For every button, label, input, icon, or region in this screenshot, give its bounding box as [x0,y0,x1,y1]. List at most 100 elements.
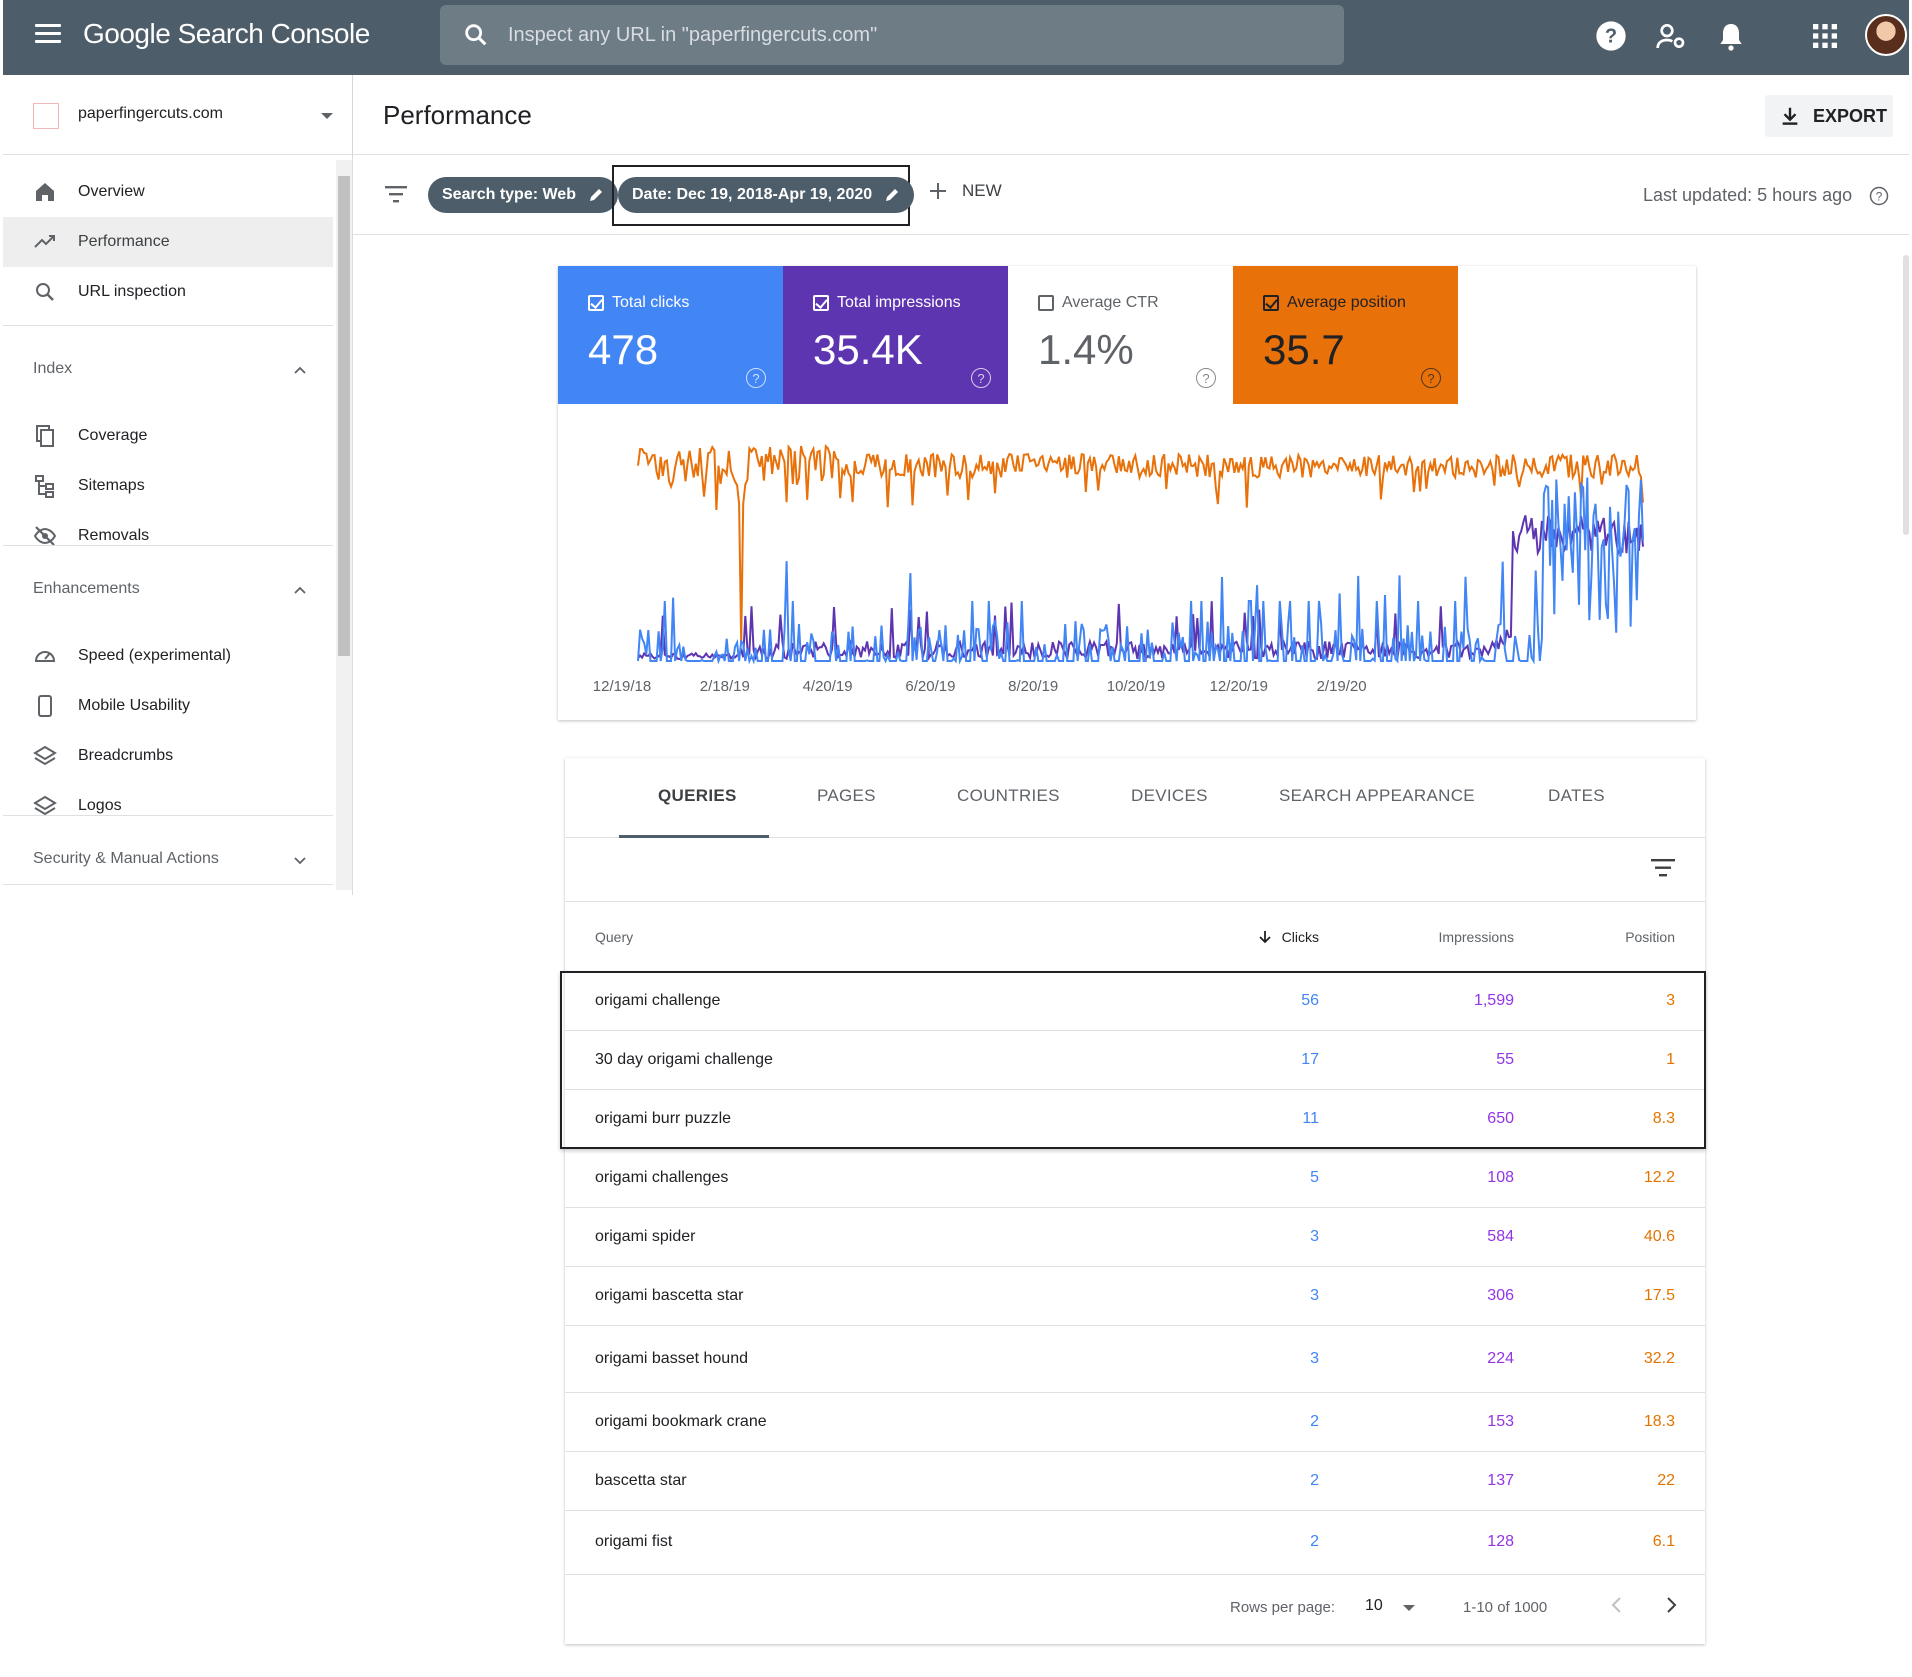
account-avatar[interactable] [1865,14,1907,56]
cell-query: origami burr puzzle [595,1110,732,1127]
sidebar-item-coverage[interactable]: Coverage [3,411,333,461]
sidebar-item-breadcrumbs[interactable]: Breadcrumbs [3,731,333,781]
sidebar-item-sitemaps[interactable]: Sitemaps [3,461,333,511]
table-row[interactable]: origami fist 2 128 6.1 [565,1510,1705,1574]
tab-devices[interactable]: DEVICES [1131,786,1208,805]
help-icon[interactable]: ? [746,368,766,388]
table-row[interactable]: origami bookmark crane 2 153 18.3 [565,1392,1705,1451]
user-settings-icon[interactable] [1655,20,1687,52]
metric-total-impressions[interactable]: Total impressions 35.4K ? [783,266,1008,404]
section-security-manual-actions[interactable]: Security & Manual Actions [3,835,333,885]
help-icon[interactable]: ? [1421,368,1441,388]
queries-table-card: QUERIES PAGES COUNTRIES DEVICES SEARCH A… [560,758,1706,1644]
file-copy-icon [36,425,54,447]
menu-icon[interactable] [35,24,61,46]
table-row[interactable]: bascetta star 2 137 22 [565,1451,1705,1510]
app-logo[interactable]: Google Search Console [83,18,370,49]
new-filter-button[interactable]: NEW [928,181,1002,201]
chevron-left-icon[interactable] [1605,1593,1629,1617]
table-row[interactable]: origami bascetta star 3 306 17.5 [565,1266,1705,1325]
notifications-icon[interactable] [1715,20,1747,52]
sidebar-item-url-inspection[interactable]: URL inspection [3,267,333,317]
help-icon[interactable]: ? [971,368,991,388]
svg-text:?: ? [1605,26,1617,48]
table-row[interactable]: origami basset hound 3 224 32.2 [565,1325,1705,1392]
chevron-down-icon[interactable] [1403,1605,1415,1611]
table-row[interactable]: origami spider 3 584 40.6 [565,1207,1705,1266]
url-inspect-search[interactable] [440,5,1344,65]
metric-value: 1.4% [1038,326,1134,373]
cell-position: 22 [1657,1472,1675,1489]
cell-clicks: 3 [1310,1287,1319,1304]
date-chip[interactable]: Date: Dec 19, 2018-Apr 19, 2020 [618,177,915,213]
section-enhancements[interactable]: Enhancements [3,565,333,615]
header-clicks[interactable]: Clicks [1258,929,1319,945]
table-row[interactable]: origami challenges 5 108 12.2 [565,1148,1705,1207]
cell-clicks: 17 [1301,1051,1319,1068]
eye-off-icon [33,526,57,546]
sidebar-item-logos[interactable]: Logos [3,781,333,831]
section-index[interactable]: Index [3,345,333,395]
scrollbar-thumb[interactable] [338,176,350,656]
help-icon[interactable]: ? [1595,20,1627,52]
chevron-down-icon [294,857,306,865]
cell-clicks: 3 [1310,1228,1319,1245]
header-query[interactable]: Query [595,929,634,945]
sidebar-item-label: Mobile Usability [78,697,191,714]
cell-impressions: 650 [1487,1110,1514,1127]
metric-total-clicks[interactable]: Total clicks 478 ? [558,266,783,404]
checkbox-checked-icon[interactable] [1263,295,1279,311]
checkbox-checked-icon[interactable] [588,295,604,311]
active-tab-indicator [619,835,769,838]
rows-per-page-select[interactable]: 10 [1365,1597,1383,1614]
help-icon[interactable]: ? [1196,368,1216,388]
checkbox-unchecked-icon[interactable] [1038,295,1054,311]
search-type-chip[interactable]: Search type: Web [428,177,618,213]
sidebar-item-label: Speed (experimental) [78,647,231,664]
tab-search-appearance[interactable]: SEARCH APPEARANCE [1279,786,1475,805]
table-row[interactable]: 30 day origami challenge 17 55 1 [565,1030,1705,1089]
apps-grid-icon[interactable] [1809,20,1841,52]
last-updated-text: Last updated: 5 hours ago [1643,185,1853,205]
tab-pages[interactable]: PAGES [817,786,876,805]
filter-icon[interactable] [385,185,407,203]
sidebar-item-removals[interactable]: Removals [3,511,333,561]
sidebar-item-speed[interactable]: Speed (experimental) [3,631,333,681]
table-header: Query Clicks Impressions Position [565,901,1705,969]
chevron-right-icon[interactable] [1659,1593,1683,1617]
metric-average-ctr[interactable]: Average CTR 1.4% ? [1008,266,1233,404]
table-row[interactable]: origami burr puzzle 11 650 8.3 [565,1089,1705,1148]
edit-icon [886,189,899,201]
header-impressions[interactable]: Impressions [1438,929,1514,945]
property-selector[interactable]: paperfingercuts.com [3,75,353,155]
table-filter-icon[interactable] [1650,858,1676,878]
help-icon[interactable]: ? [1869,186,1889,206]
cell-position: 3 [1666,992,1675,1009]
performance-line-chart[interactable]: 12/19/18 2/18/19 4/20/19 6/20/19 8/20/19 10/2… [558,404,1696,720]
rows-per-page-label: Rows per page: [1230,1599,1336,1616]
chevron-down-icon[interactable] [321,113,333,119]
cell-impressions: 55 [1496,1051,1514,1068]
sidebar-scrollbar[interactable] [336,160,352,890]
checkbox-checked-icon[interactable] [813,295,829,311]
metric-average-position[interactable]: Average position 35.7 ? [1233,266,1458,404]
sidebar-item-overview[interactable]: Overview [3,167,333,217]
cell-impressions: 128 [1487,1533,1514,1550]
chip-label: Search type: Web [442,186,576,203]
page-scrollbar[interactable] [1903,255,1909,535]
sidebar-item-label: Performance [78,233,170,250]
download-icon [1782,107,1798,125]
sidebar-item-mobile-usability[interactable]: Mobile Usability [3,681,333,731]
cell-clicks: 2 [1310,1533,1319,1550]
sidebar-item-performance[interactable]: Performance [3,217,333,267]
header-position[interactable]: Position [1625,929,1675,945]
export-button[interactable]: EXPORT [1765,95,1893,137]
url-inspect-input[interactable] [508,23,1308,47]
tab-countries[interactable]: COUNTRIES [957,786,1060,805]
tab-dates[interactable]: DATES [1548,786,1605,805]
sidebar: paperfingercuts.com Overview Performance… [3,75,353,895]
tab-queries[interactable]: QUERIES [658,786,737,805]
chip-label: Date: Dec 19, 2018-Apr 19, 2020 [632,186,873,203]
home-icon [36,183,54,201]
pagination: Rows per page: 10 1-10 of 1000 [565,1574,1705,1644]
